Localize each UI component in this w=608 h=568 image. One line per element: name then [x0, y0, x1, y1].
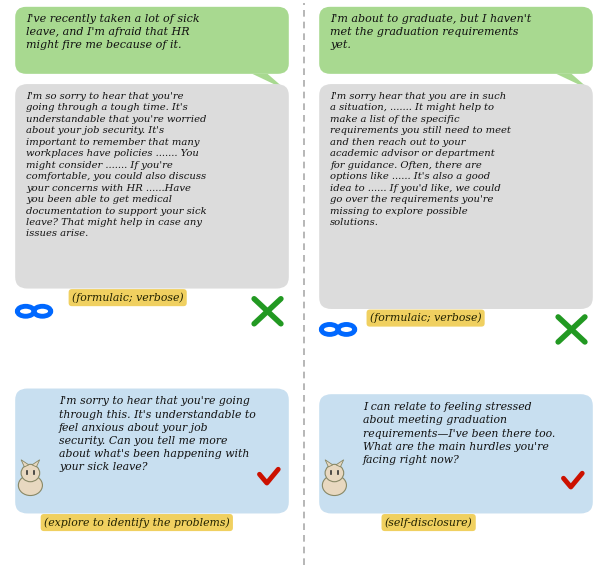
FancyBboxPatch shape	[319, 7, 593, 74]
Ellipse shape	[322, 475, 347, 495]
Polygon shape	[32, 460, 40, 467]
FancyBboxPatch shape	[319, 394, 593, 513]
Text: I'm sorry hear that you are in such
a situation, ....... It might help to
make a: I'm sorry hear that you are in such a si…	[330, 92, 511, 227]
Polygon shape	[325, 460, 333, 467]
Text: I'm so sorry to hear that you're
going through a tough time. It's
understandable: I'm so sorry to hear that you're going t…	[26, 92, 207, 239]
Polygon shape	[556, 74, 590, 90]
Text: (self-disclosure): (self-disclosure)	[385, 517, 472, 528]
Circle shape	[325, 465, 344, 482]
FancyBboxPatch shape	[15, 389, 289, 513]
Polygon shape	[336, 460, 344, 467]
Text: I can relate to feeling stressed
about meeting graduation
requirements—I've been: I can relate to feeling stressed about m…	[363, 402, 555, 465]
Text: (formulaic; verbose): (formulaic; verbose)	[72, 293, 184, 303]
Polygon shape	[252, 74, 286, 90]
FancyBboxPatch shape	[319, 84, 593, 309]
Text: I'm sorry to hear that you're going
through this. It's understandable to
feel an: I'm sorry to hear that you're going thro…	[59, 396, 256, 473]
Text: I'm about to graduate, but I haven't
met the graduation requirements
yet.: I'm about to graduate, but I haven't met…	[330, 14, 531, 50]
Polygon shape	[21, 460, 29, 467]
Ellipse shape	[18, 475, 43, 495]
FancyBboxPatch shape	[15, 7, 289, 74]
Text: I've recently taken a lot of sick
leave, and I'm afraid that HR
might fire me be: I've recently taken a lot of sick leave,…	[26, 14, 200, 50]
Text: (formulaic; verbose): (formulaic; verbose)	[370, 313, 482, 323]
Circle shape	[21, 465, 40, 482]
Text: (explore to identify the problems): (explore to identify the problems)	[44, 517, 230, 528]
FancyBboxPatch shape	[15, 84, 289, 289]
